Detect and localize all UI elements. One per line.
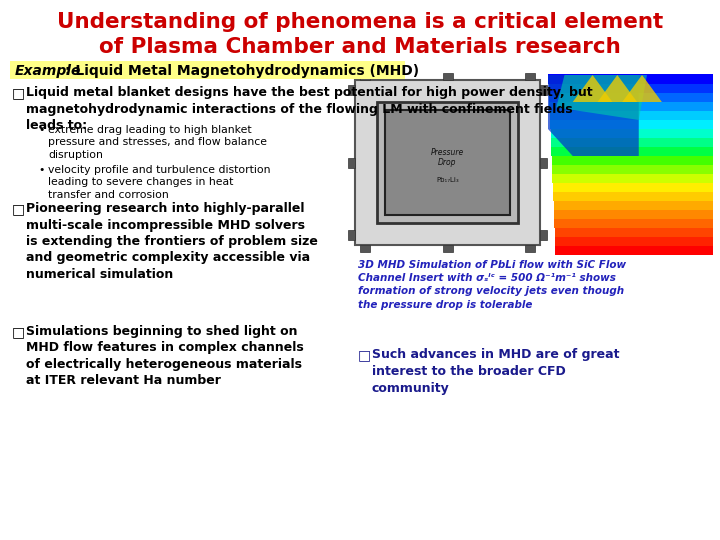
Bar <box>377 102 518 223</box>
Text: □: □ <box>358 348 371 362</box>
Bar <box>540 230 547 240</box>
Bar <box>555 236 713 246</box>
Bar <box>552 164 713 174</box>
Bar <box>549 92 713 102</box>
Bar <box>554 218 713 228</box>
Bar <box>525 245 535 252</box>
Bar <box>525 73 535 80</box>
Bar <box>540 158 547 167</box>
Bar <box>550 119 713 129</box>
Text: Pb₁₇Li₃: Pb₁₇Li₃ <box>436 178 459 184</box>
Polygon shape <box>598 75 637 102</box>
Text: Simulations beginning to shed light on
MHD flow features in complex channels
of : Simulations beginning to shed light on M… <box>26 325 304 388</box>
Bar <box>385 110 510 215</box>
Text: 3D MHD Simulation of PbLi flow with SiC Flow
Channel Insert with σₛᴵᶜ = 500 Ω⁻¹m: 3D MHD Simulation of PbLi flow with SiC … <box>358 260 626 309</box>
Bar <box>555 245 713 255</box>
Text: Understanding of phenomena is a critical element
of Plasma Chamber and Materials: Understanding of phenomena is a critical… <box>57 12 663 57</box>
Text: Example: Example <box>15 64 81 78</box>
Text: •: • <box>38 165 45 175</box>
Bar <box>549 101 713 111</box>
Bar <box>355 80 540 245</box>
Bar <box>552 173 713 183</box>
Bar <box>551 128 713 138</box>
Bar <box>10 61 405 79</box>
Bar <box>443 245 452 252</box>
Polygon shape <box>572 75 612 102</box>
Bar <box>549 83 713 93</box>
Bar <box>552 155 713 165</box>
Text: □: □ <box>12 325 25 339</box>
Bar <box>552 146 713 156</box>
Bar <box>554 200 713 210</box>
Bar <box>540 85 547 95</box>
Bar <box>348 85 355 95</box>
Bar <box>360 245 370 252</box>
Bar <box>443 73 452 80</box>
Text: □: □ <box>12 202 25 216</box>
Bar <box>549 74 713 84</box>
Polygon shape <box>548 75 639 156</box>
Polygon shape <box>622 75 662 102</box>
Bar <box>360 73 370 80</box>
Text: : Liquid Metal Magnetohydrodynamics (MHD): : Liquid Metal Magnetohydrodynamics (MHD… <box>65 64 419 78</box>
Bar <box>554 209 713 219</box>
Text: •: • <box>38 125 45 135</box>
Bar <box>550 110 713 120</box>
Text: velocity profile and turbulence distortion
leading to severe changes in heat
tra: velocity profile and turbulence distorti… <box>48 165 271 200</box>
Bar <box>551 137 713 147</box>
Text: Pioneering research into highly-parallel
multi-scale incompressible MHD solvers
: Pioneering research into highly-parallel… <box>26 202 318 281</box>
Bar <box>348 230 355 240</box>
Bar <box>554 227 713 237</box>
Text: □: □ <box>12 86 25 100</box>
Bar <box>553 191 713 201</box>
Text: extreme drag leading to high blanket
pressure and stresses, and flow balance
dis: extreme drag leading to high blanket pre… <box>48 125 267 160</box>
Text: Pressure
Drop: Pressure Drop <box>431 148 464 167</box>
Polygon shape <box>557 75 647 120</box>
Text: Such advances in MHD are of great
interest to the broader CFD
community: Such advances in MHD are of great intere… <box>372 348 619 395</box>
Bar <box>348 158 355 167</box>
Bar <box>553 182 713 192</box>
Text: Liquid metal blanket designs have the best potential for high power density, but: Liquid metal blanket designs have the be… <box>26 86 593 132</box>
